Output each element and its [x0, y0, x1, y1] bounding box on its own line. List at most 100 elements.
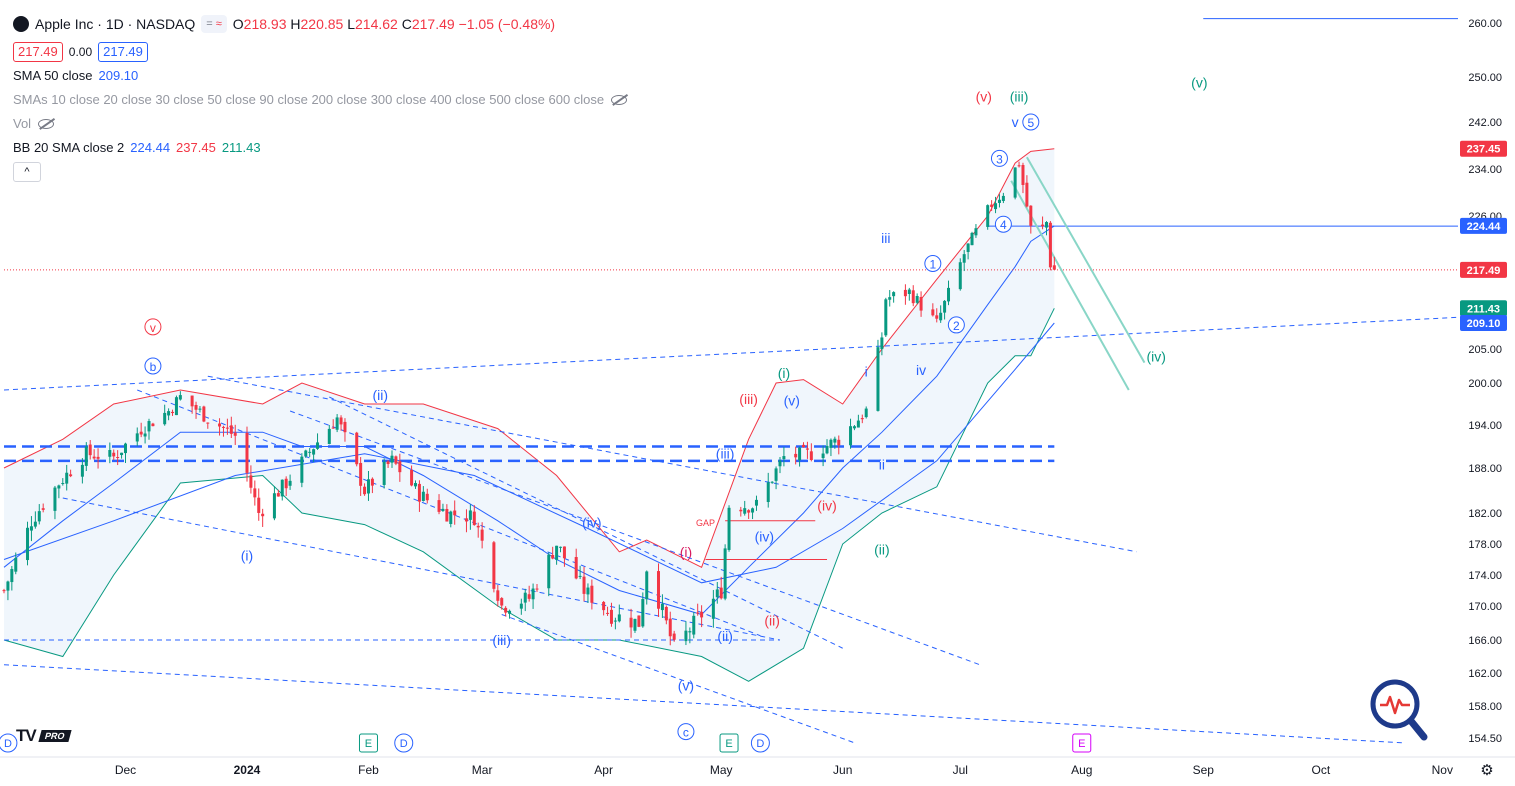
candle-body	[888, 297, 892, 300]
candle-body	[919, 297, 923, 311]
candle-body	[327, 428, 331, 444]
x-tick-label: Dec	[115, 763, 136, 777]
candle-body	[472, 511, 476, 526]
candle-body	[903, 289, 907, 297]
candle-body	[288, 480, 292, 486]
wave-label: b	[150, 360, 157, 374]
candle-body	[249, 475, 253, 488]
candle-body	[911, 290, 915, 304]
indicator-vol[interactable]: Vol	[13, 112, 628, 136]
candle-body	[304, 450, 308, 457]
candle-body	[723, 548, 727, 599]
candle-body	[907, 289, 911, 295]
approx-icon: ≈	[215, 18, 222, 30]
candle-body	[997, 199, 1001, 203]
bb-basis-value: 224.44	[130, 140, 171, 155]
candle-body	[504, 607, 508, 613]
wave-label: (iv)	[817, 498, 836, 514]
candle-body	[65, 472, 69, 484]
open-value: 218.93	[243, 16, 287, 32]
candle-body	[10, 569, 14, 583]
candle-body	[970, 232, 974, 246]
candle-body	[809, 451, 813, 461]
price-badge	[1460, 315, 1507, 332]
candle-body	[990, 204, 994, 207]
x-tick-label: Feb	[358, 763, 379, 777]
candle-body	[143, 433, 147, 437]
wave-annotations: v b (i) (ii) (iii) (iv) (v) c (i) GAP (ii) (iii) (iv…	[144, 75, 1208, 741]
candle-body	[178, 395, 182, 400]
candle-body	[355, 432, 359, 465]
candle-body	[123, 443, 127, 454]
candle-body	[727, 507, 731, 550]
candle-body	[425, 493, 429, 501]
symbol-header[interactable]: Apple Inc · 1D · NASDAQ = ≈ O218.93 H220…	[13, 12, 628, 36]
candle-body	[92, 456, 96, 459]
candle-body	[437, 500, 441, 512]
wave-label: 4	[1000, 218, 1007, 232]
candle-body	[206, 422, 210, 424]
candle-body	[700, 611, 704, 618]
candle-body	[343, 421, 347, 433]
wave-label-circle	[144, 357, 162, 375]
bollinger-bands	[3, 148, 1055, 682]
wave-label-circle	[994, 215, 1012, 233]
tradingview-logo[interactable]: TV PRO	[16, 726, 71, 746]
price-badge	[1460, 261, 1507, 278]
candle-body	[253, 488, 257, 498]
candle-body	[860, 418, 864, 420]
candle-body	[880, 337, 884, 350]
gear-icon[interactable]: ⚙	[1480, 762, 1494, 779]
pro-badge: PRO	[38, 730, 71, 742]
indicator-smas[interactable]: SMAs 10 close 20 close 30 close 50 close…	[13, 88, 628, 112]
candle-body	[672, 633, 676, 640]
candle-body	[218, 423, 222, 427]
x-tick-label: Jul	[953, 763, 968, 777]
candle-body	[1017, 165, 1021, 167]
collapse-legend-button[interactable]: ^	[13, 162, 41, 182]
zoom-magnifier-icon[interactable]	[1370, 679, 1428, 741]
bb-upper-value: 237.45	[176, 140, 216, 155]
candle-body	[29, 526, 33, 531]
time-axis[interactable]: Dec 2024 Feb Mar Apr May Jun Jul Aug Sep Oct Nov	[0, 756, 1515, 777]
y-tick-label: 205.00	[1468, 344, 1502, 356]
candle-body	[221, 426, 225, 428]
compare-toggle[interactable]: = ≈	[201, 15, 227, 33]
candle-body	[821, 453, 825, 459]
candle-body	[770, 481, 774, 483]
candle-body	[743, 508, 747, 514]
candle-body	[370, 478, 374, 486]
hidden-eye-icon[interactable]	[610, 94, 628, 106]
wave-label: (iii)	[739, 391, 758, 407]
price-axis[interactable]: 260.00250.00242.00234.00226.00205.00200.…	[1468, 18, 1502, 745]
candle-body	[33, 521, 37, 527]
sell-price-button[interactable]: 217.49	[13, 42, 63, 62]
hidden-eye-icon[interactable]	[37, 118, 55, 130]
candle-body	[805, 448, 809, 450]
ohlc-values: O218.93 H220.85 L214.62 C217.49 −1.05 (−…	[232, 16, 556, 32]
price-badges: 237.45 224.44 217.49 211.43 209.10	[1460, 140, 1507, 332]
candle-body	[410, 469, 414, 486]
indicator-bb[interactable]: BB 20 SMA close 2 224.44 237.45 211.43	[13, 136, 628, 160]
candle-body	[108, 450, 112, 457]
candle-body	[61, 483, 65, 485]
wave-label: GAP	[696, 518, 715, 528]
candle-body	[1029, 205, 1033, 226]
price-badge-label: 224.44	[1467, 221, 1502, 233]
candle-body	[276, 493, 280, 497]
buy-price-button[interactable]: 217.49	[98, 42, 148, 62]
wave-label: (i)	[241, 548, 253, 564]
y-tick-label: 234.00	[1468, 164, 1502, 176]
candle-body	[1044, 222, 1048, 228]
indicator-sma50[interactable]: SMA 50 close 209.10	[13, 64, 628, 88]
symbol-title[interactable]: Apple Inc · 1D · NASDAQ	[35, 16, 196, 32]
candle-body	[163, 412, 167, 425]
y-tick-label: 200.00	[1468, 378, 1502, 390]
wave-label: c	[683, 726, 689, 740]
y-tick-label: 170.00	[1468, 601, 1502, 613]
indicator-label: SMAs 10 close 20 close 30 close 50 close…	[13, 92, 605, 107]
candle-body	[892, 292, 896, 297]
candle-body	[6, 581, 10, 591]
